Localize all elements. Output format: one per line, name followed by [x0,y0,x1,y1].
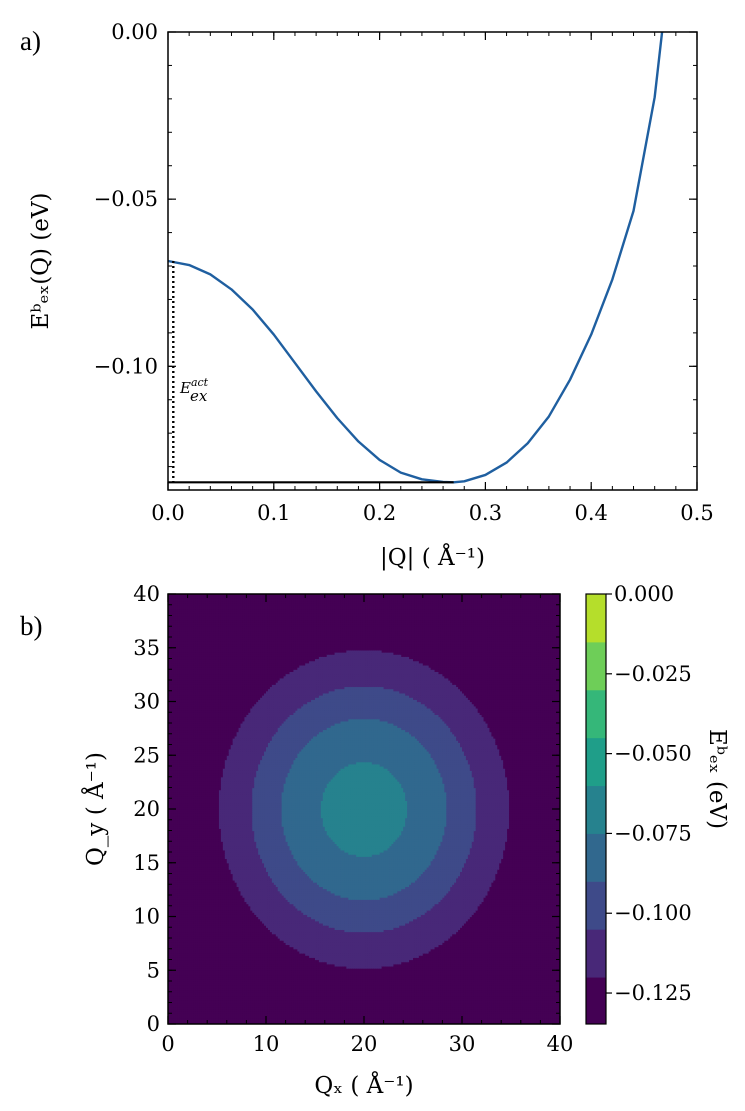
panel-a-plot: 0.0 0.1 0.2 0.3 0.4 0.5 0.00 −0.05 −0.10 Eact ex… [28,20,714,571]
a-xtick-label: 0.0 [151,501,184,525]
panel-a-annotations: Eact ex [179,376,209,405]
a-xtick-label: 0.4 [574,501,607,525]
a-xtick-label: 0.5 [680,501,713,525]
panel-a-x-axis-label: |Q| ( Å⁻¹) [380,543,485,571]
panel-a-label: a) [20,26,41,56]
a-ytick-label: 0.00 [111,20,158,44]
panel-b-label: b) [20,611,43,641]
figure: a) 0.0 0.1 0.2 0.3 0.4 0.5 0.00 −0.05 −0.10 Eact… [0,0,745,1111]
a-xtick-label: 0.2 [363,501,396,525]
a-series-line [168,32,662,482]
activation-energy-subscript: ex [190,387,208,405]
panel-a-y-axis-label: Eᵇₑₓ(Q) (eV) [28,193,54,330]
a-ytick-label: −0.05 [94,187,158,211]
a-xtick-label: 0.1 [257,501,290,525]
panel-a-series [168,32,662,482]
panel-b-contours [168,594,561,1025]
a-ytick-label: −0.10 [94,354,158,378]
a-xtick-label: 0.3 [469,501,502,525]
panel-a-tick-labels: 0.0 0.1 0.2 0.3 0.4 0.5 0.00 −0.05 −0.10 [94,20,714,525]
